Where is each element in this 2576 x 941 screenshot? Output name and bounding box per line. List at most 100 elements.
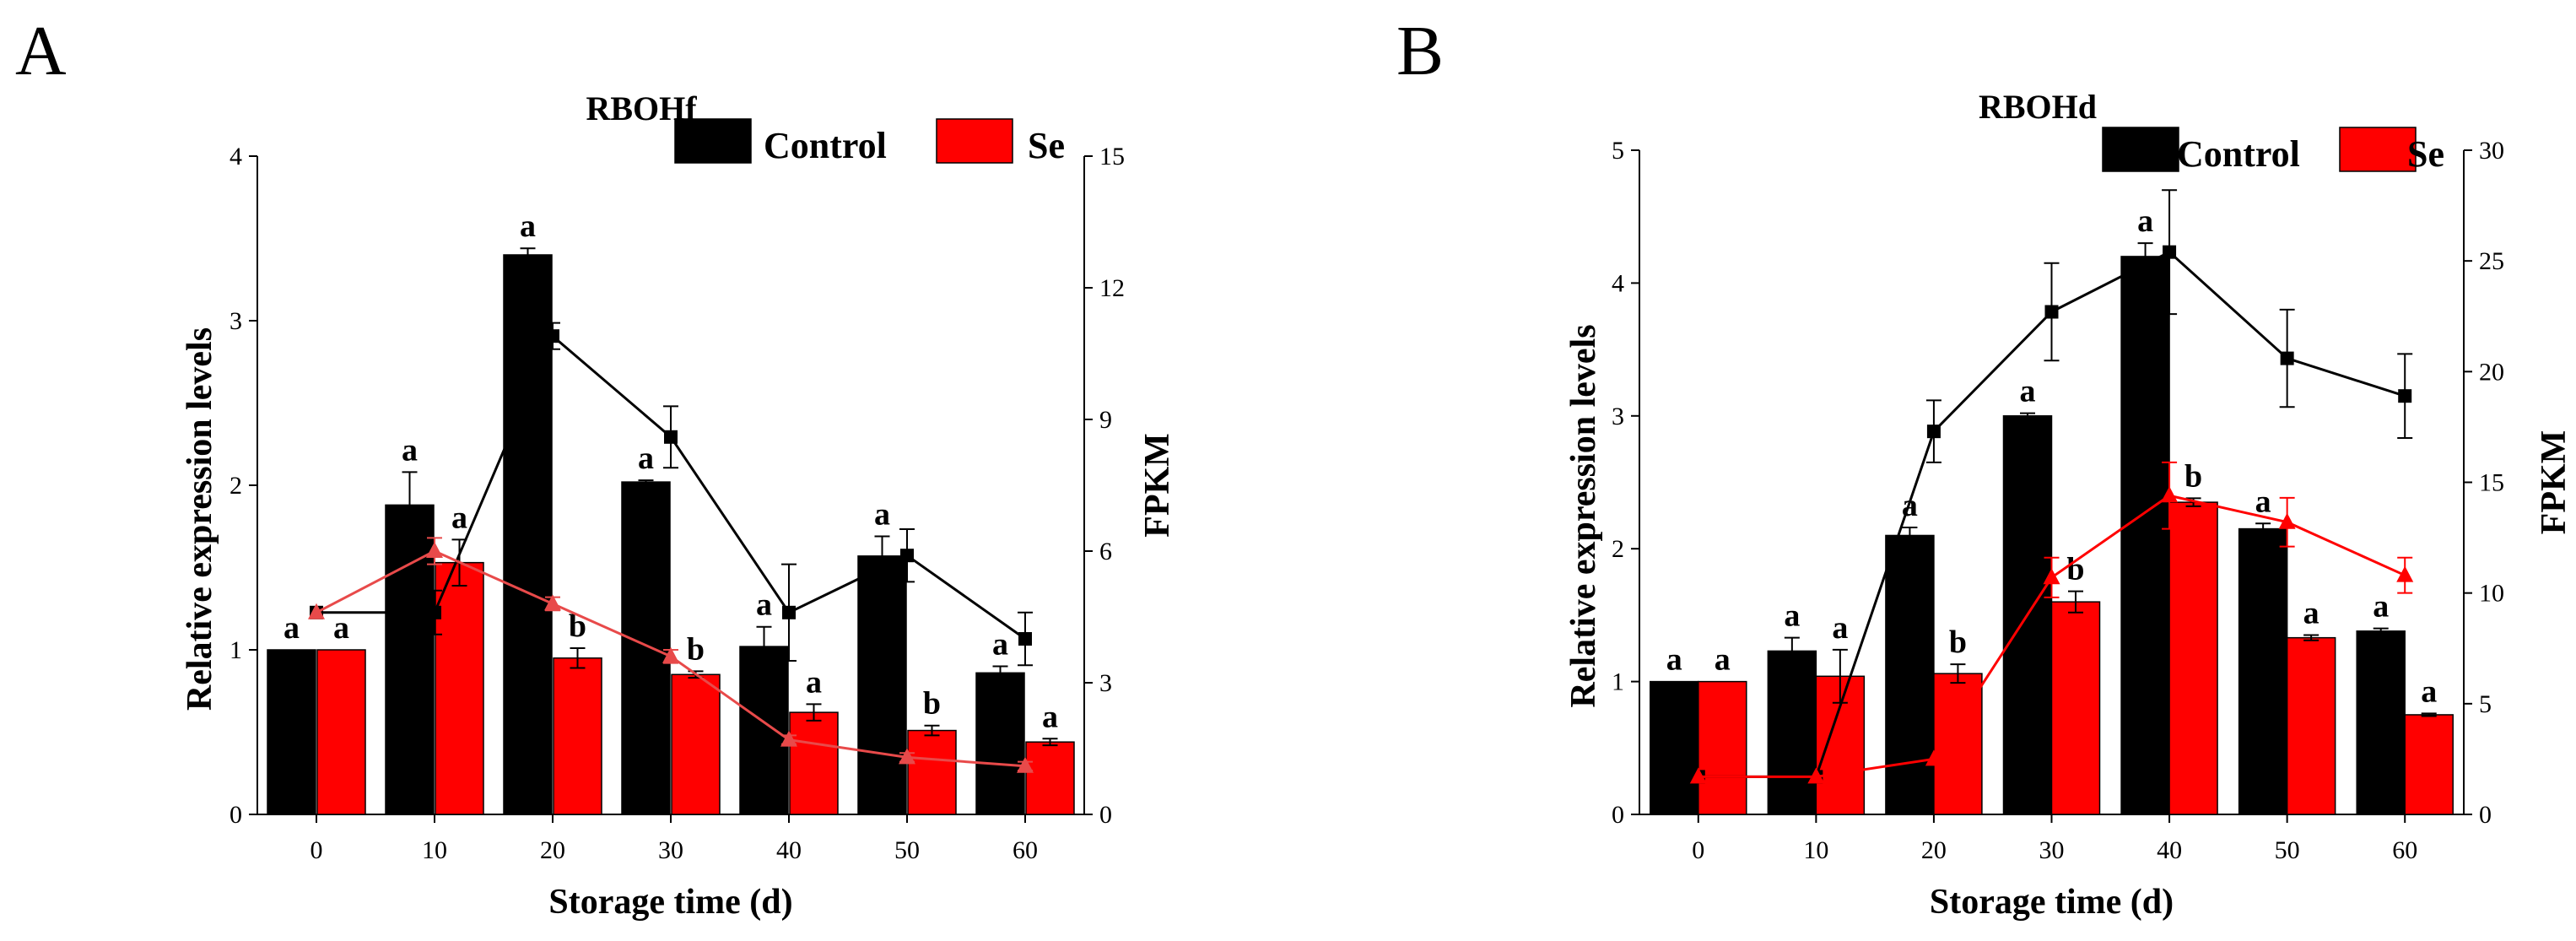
- significance-label: a: [806, 664, 822, 700]
- bar-control-60: [2356, 630, 2406, 815]
- significance-label: b: [923, 686, 941, 722]
- significance-label: a: [2137, 203, 2153, 239]
- bar-se-40: [2168, 501, 2218, 815]
- x-axis-title: Storage time (d): [1930, 883, 2174, 922]
- bar-se-60: [2404, 714, 2454, 815]
- significance-label: a: [992, 627, 1008, 662]
- legend-swatch-se: [2339, 127, 2417, 172]
- y-tick-label: 5: [1612, 137, 1624, 165]
- legend-label-control: Control: [764, 125, 887, 166]
- y-axis-title: Relative expression levels: [181, 327, 219, 711]
- y2-tick-label: 3: [1099, 669, 1112, 697]
- bar-control-0: [267, 649, 316, 815]
- chart-title: RBOHd: [1979, 88, 2097, 126]
- significance-label: a: [402, 432, 418, 468]
- fpkm-point-se: [308, 603, 325, 619]
- x-tick-label: 50: [894, 836, 920, 864]
- y2-tick-label: 5: [2479, 690, 2492, 718]
- bar-se-30: [671, 673, 721, 815]
- y2-tick-label: 0: [1099, 801, 1112, 829]
- y2-tick-label: 15: [1099, 143, 1125, 170]
- fpkm-point-control: [2280, 351, 2294, 365]
- fpkm-point-se: [2043, 568, 2060, 585]
- fpkm-point-se: [662, 646, 679, 663]
- bar-se-60: [1025, 741, 1075, 815]
- panel-label-b: B: [1396, 12, 1444, 90]
- x-axis-title: Storage time (d): [548, 883, 792, 922]
- x-tick-label: 60: [1013, 836, 1038, 864]
- x-tick-label: 60: [2392, 836, 2417, 864]
- bar-control-50: [857, 555, 907, 815]
- significance-label: a: [2373, 589, 2389, 625]
- y-axis-title: Relative expression levels: [1564, 324, 1603, 707]
- bar-control-0: [1650, 680, 1699, 815]
- y-tick-label: 3: [1612, 403, 1624, 430]
- significance-label: a: [1042, 699, 1058, 734]
- fpkm-point-se: [1925, 749, 1942, 766]
- legend-label-se: Se: [1028, 125, 1065, 166]
- y2-tick-label: 10: [2479, 580, 2504, 608]
- significance-label: a: [520, 208, 536, 244]
- x-tick-label: 0: [311, 836, 323, 864]
- y-tick-label: 0: [230, 801, 242, 829]
- fpkm-point-control: [1018, 632, 1032, 646]
- significance-label: a: [1666, 642, 1682, 678]
- fpkm-point-se: [2396, 565, 2414, 582]
- significance-label: a: [333, 610, 349, 646]
- fpkm-point-control: [546, 329, 559, 343]
- y-tick-label: 1: [230, 636, 242, 664]
- x-tick-label: 50: [2275, 836, 2300, 864]
- bar-se-0: [1698, 680, 1747, 815]
- bar-control-40: [2120, 256, 2170, 815]
- y2-tick-label: 6: [1099, 538, 1112, 565]
- y-tick-label: 2: [230, 472, 242, 500]
- legend-swatch-control: [674, 118, 752, 164]
- y2-tick-label: 0: [2479, 801, 2492, 829]
- y-tick-label: 4: [230, 143, 242, 170]
- fpkm-point-se: [1017, 756, 1034, 773]
- y2-axis-title: FPKM: [1138, 433, 1177, 538]
- significance-label: a: [451, 500, 467, 535]
- y-tick-label: 0: [1612, 801, 1624, 829]
- fpkm-point-se: [1689, 767, 1707, 784]
- bar-se-20: [553, 657, 602, 815]
- fpkm-point-se: [426, 542, 443, 558]
- fpkm-point-se: [544, 594, 561, 611]
- bar-control-10: [1767, 650, 1817, 815]
- bar-se-0: [316, 649, 366, 815]
- significance-label: b: [1949, 625, 1967, 660]
- bar-control-40: [739, 646, 789, 815]
- fpkm-point-control: [1926, 425, 1941, 439]
- significance-label: a: [1784, 598, 1800, 634]
- significance-label: a: [2421, 673, 2437, 709]
- legend-swatch-control: [2102, 127, 2179, 172]
- significance-label: a: [638, 441, 654, 476]
- x-tick-label: 40: [776, 836, 802, 864]
- significance-label: a: [2255, 484, 2271, 519]
- bar-control-30: [621, 481, 671, 815]
- fpkm-point-se: [780, 730, 797, 747]
- fpkm-point-control: [2044, 305, 2059, 319]
- y2-tick-label: 9: [1099, 406, 1112, 434]
- significance-label: b: [2184, 458, 2202, 494]
- bar-se-10: [435, 561, 484, 815]
- y-tick-label: 1: [1612, 668, 1624, 696]
- x-tick-label: 30: [658, 836, 683, 864]
- x-tick-label: 20: [540, 836, 565, 864]
- fpkm-point-se: [2278, 512, 2296, 529]
- y-tick-label: 3: [230, 307, 242, 335]
- y2-tick-label: 30: [2479, 137, 2504, 165]
- legend-label-control: Control: [2177, 133, 2300, 175]
- fpkm-point-se: [899, 748, 915, 765]
- y-tick-label: 2: [1612, 535, 1624, 563]
- bar-se-30: [2050, 601, 2101, 815]
- bar-control-60: [975, 672, 1025, 815]
- fpkm-point-control: [900, 549, 914, 563]
- bar-control-20: [503, 254, 553, 815]
- significance-label: a: [1715, 642, 1731, 678]
- significance-label: a: [756, 587, 772, 623]
- fpkm-point-control: [664, 430, 678, 444]
- legend-label-se: Se: [2407, 133, 2444, 175]
- bar-se-40: [789, 711, 839, 815]
